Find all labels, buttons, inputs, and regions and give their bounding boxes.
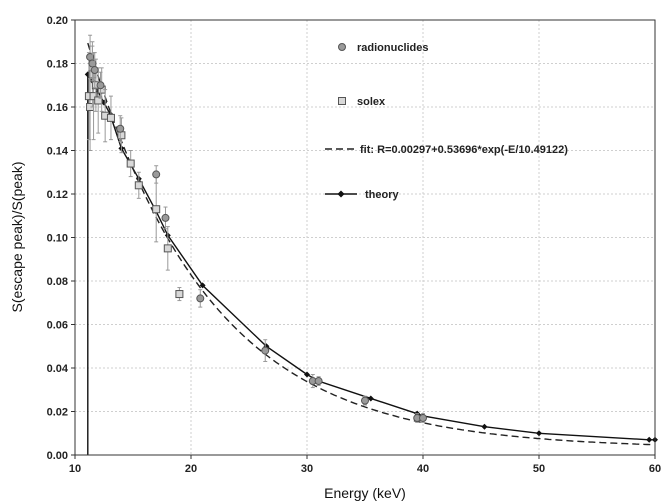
x-axis-title: Energy (keV) <box>324 485 406 501</box>
legend-item-radionuclides: radionuclides <box>338 42 429 54</box>
y-axis-ticks: 0.00 0.02 0.04 0.06 0.08 0.10 0.12 0.14 0.16 0.18… <box>47 15 75 462</box>
legend-theory-label: theory <box>365 189 400 201</box>
radionuclides-point <box>96 81 105 90</box>
y-tick-label: 0.08 <box>47 276 68 288</box>
y-tick-label: 0.14 <box>47 146 69 158</box>
plot-frame <box>74 19 656 456</box>
theory-point <box>536 430 542 437</box>
y-tick-label: 0.02 <box>47 407 68 419</box>
y-axis-title: S(escape peak)/S(peak) <box>9 162 25 313</box>
y-tick-label: 0.00 <box>47 450 68 462</box>
y-tick-label: 0.10 <box>47 233 68 245</box>
radionuclides-point <box>116 124 125 133</box>
theory-point <box>304 371 310 378</box>
x-axis-ticks: 10 20 30 40 50 60 <box>69 455 661 475</box>
theory-point <box>481 423 488 430</box>
legend-fit-label: fit: R=0.00297+0.53696*exp(-E/10.49122) <box>360 144 568 156</box>
legend-radionuclides-label: radionuclides <box>357 42 429 54</box>
solex-point <box>89 92 98 101</box>
solex-point <box>134 181 143 190</box>
radionuclides-series <box>86 34 427 423</box>
radionuclides-point <box>152 170 161 179</box>
fit-line <box>87 42 654 446</box>
x-tick-label: 30 <box>301 463 313 475</box>
y-tick-label: 0.20 <box>47 15 68 27</box>
legend-solex-marker <box>338 97 346 105</box>
legend-item-solex: solex <box>338 96 386 108</box>
fit-series <box>87 42 654 446</box>
y-tick-label: 0.16 <box>47 102 68 114</box>
radionuclides-point <box>161 213 170 222</box>
x-tick-label: 60 <box>649 463 661 475</box>
legend-solex-label: solex <box>357 96 386 108</box>
radionuclides-point <box>361 396 369 405</box>
legend-theory-marker <box>337 190 345 198</box>
legend: radionuclides solex fit: R=0.00297+0.536… <box>325 42 568 201</box>
x-tick-label: 50 <box>533 463 545 475</box>
solex-point <box>163 244 172 253</box>
solex-point <box>152 205 161 214</box>
y-tick-label: 0.06 <box>47 320 68 332</box>
legend-radionuclides-marker <box>338 43 346 51</box>
x-tick-label: 20 <box>185 463 197 475</box>
solex-point <box>106 113 115 122</box>
radionuclides-point <box>196 294 205 303</box>
solex-point <box>175 290 184 299</box>
x-tick-label: 10 <box>69 463 81 475</box>
radionuclides-point <box>419 414 427 423</box>
solex-point <box>117 131 126 140</box>
y-tick-label: 0.12 <box>47 189 68 201</box>
radionuclides-point <box>314 377 323 386</box>
theory-point <box>646 436 653 443</box>
radionuclides-point <box>90 66 99 75</box>
y-tick-label: 0.18 <box>47 59 68 71</box>
x-tick-label: 40 <box>417 463 429 475</box>
radionuclides-point <box>261 346 270 355</box>
y-tick-label: 0.04 <box>47 363 69 375</box>
theory-point <box>367 395 374 402</box>
legend-item-theory: theory <box>325 189 400 201</box>
legend-item-fit: fit: R=0.00297+0.53696*exp(-E/10.49122) <box>325 144 568 156</box>
theory-point <box>199 282 206 289</box>
solex-point <box>126 159 135 168</box>
